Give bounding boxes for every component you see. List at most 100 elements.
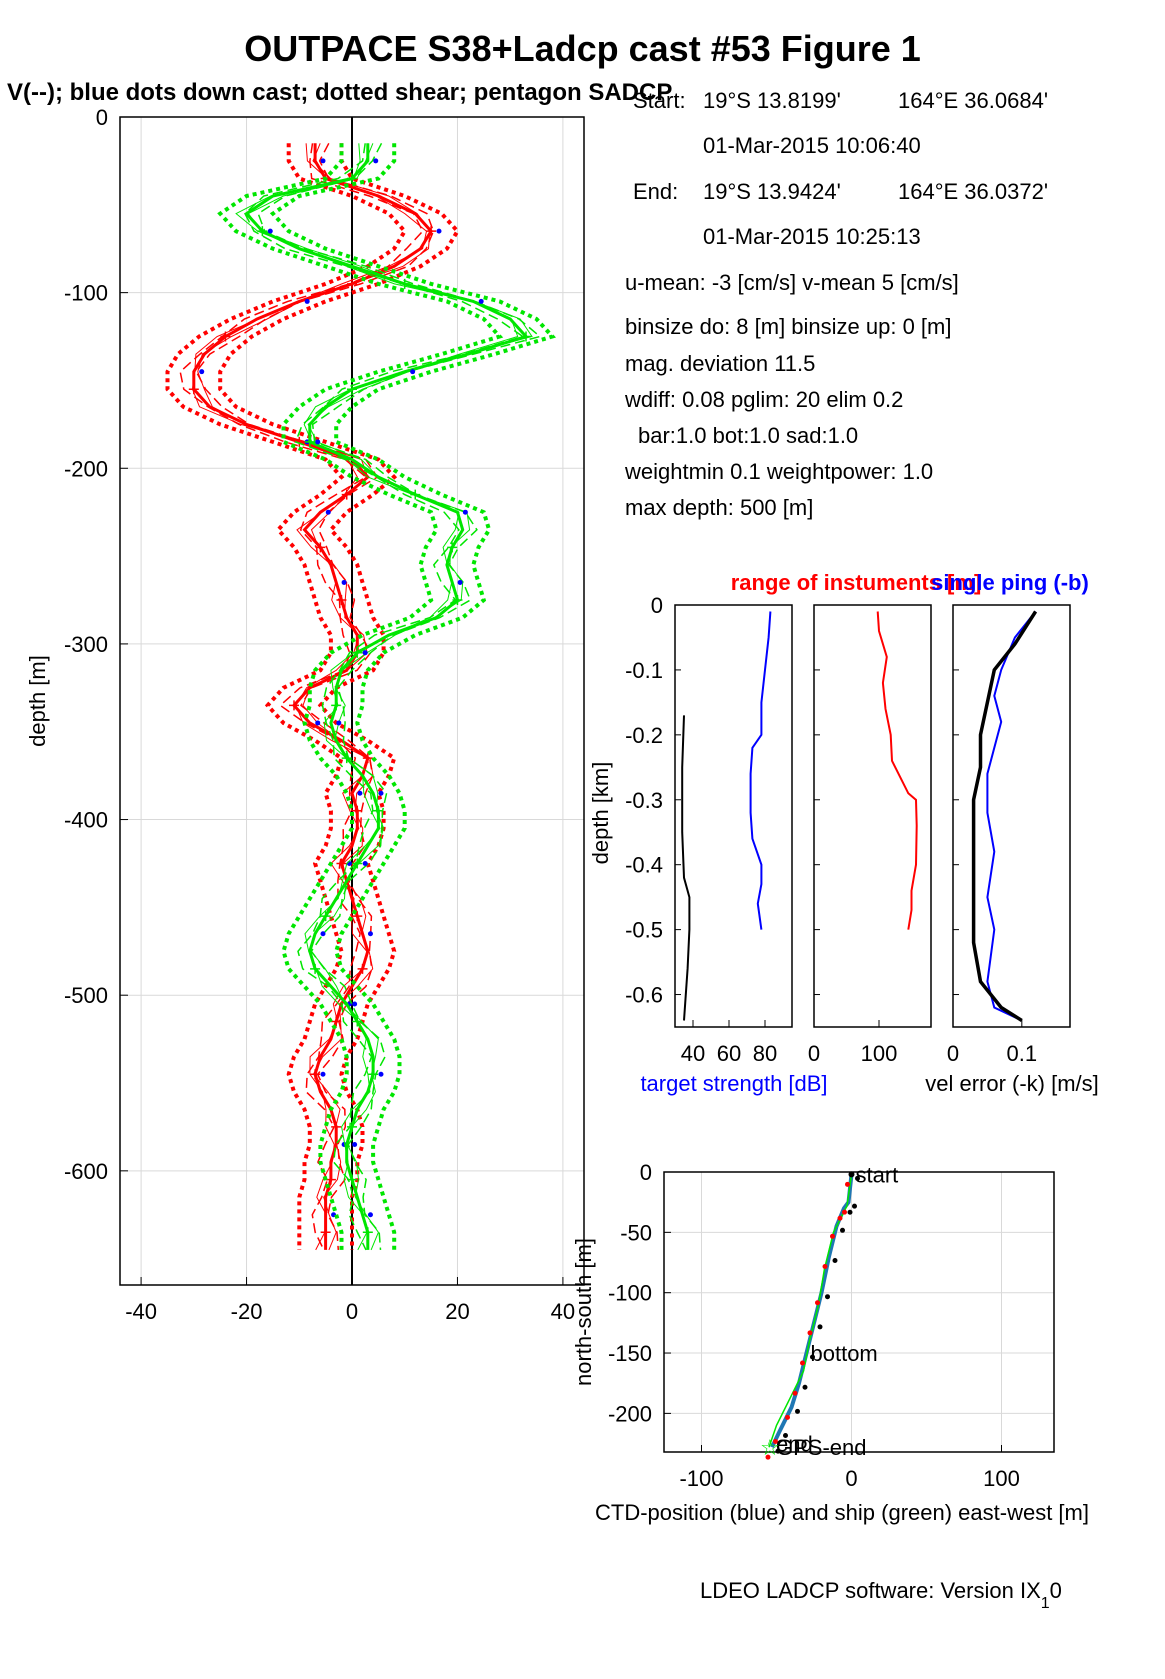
x-tick-label: 100	[861, 1041, 898, 1066]
sadcp-marker-u	[331, 1016, 342, 1027]
y-tick-label: -50	[620, 1220, 652, 1245]
sadcp-marker-v	[447, 542, 458, 553]
y-tick-label: -300	[64, 632, 108, 657]
y-tick-label: 0	[651, 593, 663, 618]
track-dot	[815, 1300, 820, 1306]
downcast-dot	[410, 369, 416, 375]
x-tick-label: 40	[681, 1041, 705, 1066]
track-dot	[802, 1384, 808, 1390]
y-tick-label: 0	[640, 1160, 652, 1185]
series-single-ping	[986, 610, 1037, 1022]
annotation-start: start	[856, 1162, 899, 1187]
shear-envelope-u	[165, 143, 408, 1250]
figure-subtitle: V(--); blue dots down cast; dotted shear…	[7, 79, 673, 106]
sadcp-marker-v	[320, 911, 331, 922]
track-dot	[837, 1215, 843, 1221]
dashed-profile-v	[244, 143, 525, 1251]
annotation-end: end	[776, 1432, 813, 1457]
y-tick-label: -100	[64, 281, 108, 306]
series-target-strength	[749, 611, 772, 930]
weights: bar:1.0 bot:1.0 sad:1.0	[638, 423, 859, 448]
track-dot	[845, 1181, 850, 1187]
track-dot	[830, 1233, 835, 1239]
track-dot	[783, 1432, 788, 1438]
annotation-GPS-end: GPS-end	[776, 1435, 867, 1460]
range-plot: 0 100 range of instuments [m]	[731, 570, 982, 1066]
shear-envelope-v	[217, 143, 504, 1250]
target-strength-plot: 40 60 80 0 -0.1 -0.2 -0.3 -0.4 -0.5 -0.6 depth [k…	[588, 593, 828, 1096]
sadcp-marker-u	[362, 753, 373, 764]
target-axes-box	[674, 604, 793, 1028]
vel-error-plot: 0 0.1 single ping (-b) vel error (-k) [m/…	[925, 570, 1099, 1096]
software-version: LDEO LADCP software: Version IX10	[700, 1578, 1062, 1612]
wdiff-params: wdiff: 0.08 pglim: 20 elim 0.2	[625, 387, 904, 412]
sadcp-marker-v	[410, 489, 421, 500]
track-dot	[807, 1330, 813, 1336]
downcast-dot	[320, 1071, 326, 1077]
sadcp-marker-u	[310, 1069, 321, 1080]
position-ylabel: north-south [m]	[571, 1238, 596, 1386]
binsize: binsize do: 8 [m] binsize up: 0 [m]	[625, 314, 952, 339]
sadcp-marker-u	[336, 595, 347, 606]
position-axes-box	[663, 1171, 1055, 1453]
downcast-dot	[478, 298, 484, 304]
end-label: End:	[633, 179, 679, 204]
x-tick-label: 0	[346, 1299, 358, 1324]
target-xlabel: target strength [dB]	[640, 1071, 827, 1096]
track-dot	[832, 1257, 838, 1263]
x-tick-label: 100	[983, 1466, 1020, 1491]
end-star-icon: ☆	[760, 1435, 780, 1460]
downcast-dot	[304, 298, 310, 304]
sadcp-marker-u	[347, 278, 357, 289]
start-time: 01-Mar-2015 10:06:40	[703, 133, 921, 158]
sadcp-marker-v	[352, 647, 363, 658]
downcast-dot	[320, 931, 326, 937]
downcast-dot	[320, 158, 326, 164]
track-dot	[773, 1438, 778, 1444]
sadcp-marker-v	[310, 963, 321, 974]
sadcp-marker-v	[521, 331, 531, 342]
sadcp-marker-v	[347, 173, 357, 184]
downcast-dot	[357, 790, 363, 796]
downcast-dot	[336, 720, 342, 726]
mean-velocity: u-mean: -3 [cm/s] v-mean 5 [cm/s]	[625, 270, 959, 295]
track-dot	[810, 1354, 815, 1360]
x-tick-label: 60	[717, 1041, 741, 1066]
velerr-xlabel: vel error (-k) [m/s]	[925, 1071, 1099, 1096]
sadcp-marker-u	[289, 700, 299, 711]
x-tick-label: 0.1	[1007, 1041, 1038, 1066]
velocity-profile-plot: -40 -20 0 20 400-100-200-300-400-500-600 dep…	[25, 105, 585, 1324]
track-dot	[795, 1408, 800, 1414]
start-lat: 19°S 13.8199'	[703, 88, 841, 113]
downcast-dot	[378, 790, 384, 796]
start-lon: 164°E 36.0684'	[898, 88, 1049, 113]
downcast-dot	[267, 228, 273, 234]
sadcp-marker-u	[188, 384, 199, 395]
downcast-dot	[373, 158, 379, 164]
sadcp-marker-u	[331, 1121, 342, 1132]
track-dot	[800, 1360, 805, 1366]
series-range	[876, 611, 918, 930]
series-vel-error	[971, 610, 1038, 1022]
shear-envelope-v	[269, 143, 557, 1250]
figure-title: OUTPACE S38+Ladcp cast #53 Figure 1	[244, 28, 921, 69]
downcast-dot	[367, 1212, 373, 1218]
sadcp-marker-u	[352, 805, 363, 816]
sadcp-marker-v	[399, 278, 410, 289]
downcast-dot	[341, 579, 347, 585]
start-marker	[848, 1171, 855, 1178]
sadcp-marker-u	[357, 963, 368, 974]
sadcp-marker-v	[347, 384, 357, 395]
sadcp-marker-u	[426, 226, 437, 237]
mag-deviation: mag. deviation 11.5	[625, 351, 816, 376]
x-tick-label: -100	[679, 1466, 723, 1491]
y-tick-label: -400	[64, 808, 108, 833]
track-dot	[817, 1324, 823, 1330]
y-tick-label: -0.3	[625, 788, 663, 813]
downcast-dot	[352, 1001, 358, 1007]
max-depth: max depth: 500 [m]	[625, 495, 814, 520]
sadcp-marker-u	[352, 911, 363, 922]
y-tick-label: 0	[96, 105, 108, 130]
downcast-dot	[367, 931, 373, 937]
end-lat: 19°S 13.9424'	[703, 179, 841, 204]
